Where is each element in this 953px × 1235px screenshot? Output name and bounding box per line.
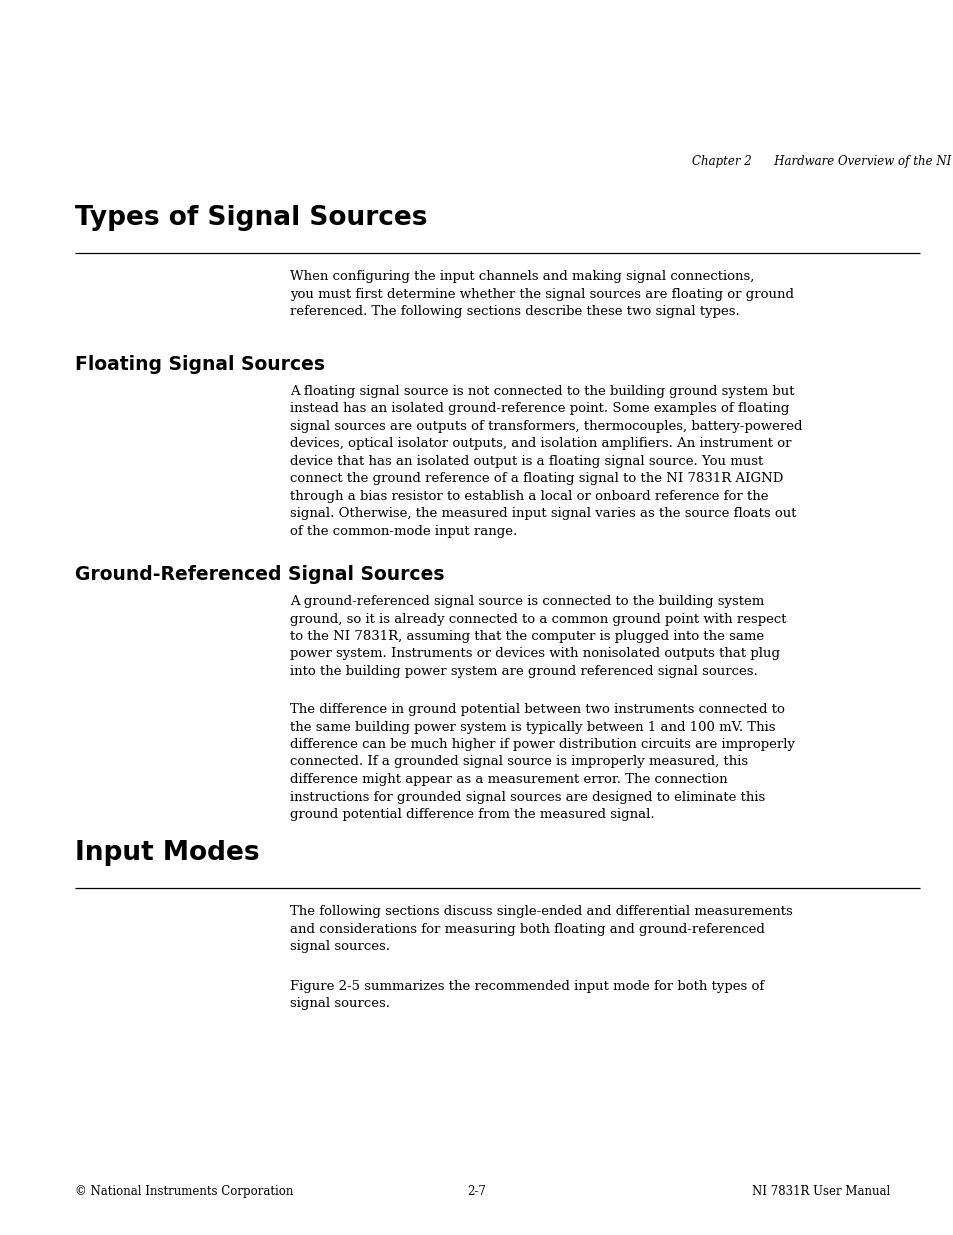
Text: Floating Signal Sources: Floating Signal Sources — [75, 354, 325, 374]
Text: Types of Signal Sources: Types of Signal Sources — [75, 205, 427, 231]
Text: The difference in ground potential between two instruments connected to
the same: The difference in ground potential betwe… — [290, 703, 794, 821]
Text: A ground-referenced signal source is connected to the building system
ground, so: A ground-referenced signal source is con… — [290, 595, 785, 678]
Text: 2-7: 2-7 — [467, 1186, 486, 1198]
Text: NI 7831R User Manual: NI 7831R User Manual — [751, 1186, 889, 1198]
Text: A floating signal source is not connected to the building ground system but
inst: A floating signal source is not connecte… — [290, 385, 801, 538]
Text: © National Instruments Corporation: © National Instruments Corporation — [75, 1186, 294, 1198]
Text: The following sections discuss single-ended and differential measurements
and co: The following sections discuss single-en… — [290, 905, 792, 953]
Text: Ground-Referenced Signal Sources: Ground-Referenced Signal Sources — [75, 564, 444, 584]
Text: Chapter 2      Hardware Overview of the NI 7831R: Chapter 2 Hardware Overview of the NI 78… — [691, 156, 953, 168]
Text: When configuring the input channels and making signal connections,
you must firs: When configuring the input channels and … — [290, 270, 793, 317]
Text: Input Modes: Input Modes — [75, 840, 259, 866]
Text: Figure 2-5 summarizes the recommended input mode for both types of
signal source: Figure 2-5 summarizes the recommended in… — [290, 981, 763, 1010]
